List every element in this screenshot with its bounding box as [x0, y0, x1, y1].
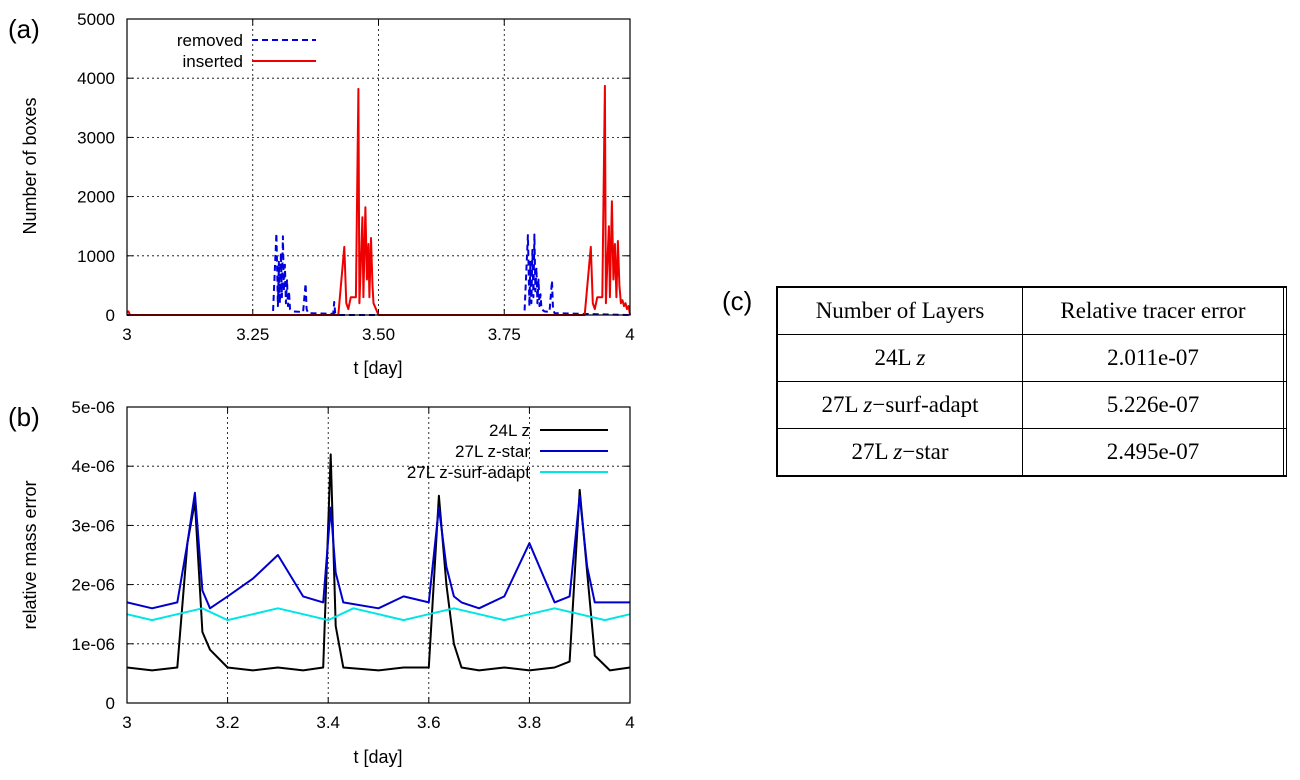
y-tick-label: 2e-06 — [72, 576, 115, 595]
x-tick-label: 3.4 — [316, 713, 340, 732]
series-line-1 — [126, 453, 631, 672]
table-edge — [1283, 334, 1287, 382]
x-tick-label: 3 — [122, 713, 131, 732]
table-edge — [1283, 428, 1287, 477]
plot-a: 3 3.25 3.50 3.75 4 0 1000 2000 3000 4000 5000 remov… — [77, 10, 635, 344]
table-cell-error: 2.011e-07 — [1022, 334, 1284, 382]
tracer-error-table: Number of Layers Relative tracer error 2… — [776, 286, 1287, 477]
table-cell-error: 2.495e-07 — [1022, 428, 1284, 477]
table-header-layers: Number of Layers — [776, 286, 1023, 335]
plot-frame — [126, 18, 631, 316]
x-tick-label: 3 — [122, 325, 131, 344]
y-tick-label: 0 — [106, 306, 115, 325]
y-tick-label: 4e-06 — [72, 457, 115, 476]
x-tick-label: 3.50 — [362, 325, 395, 344]
series-line-3 — [126, 607, 631, 622]
table-cell-layers: 27L z−star — [776, 428, 1023, 477]
y-tick-label: 1e-06 — [72, 635, 115, 654]
series-line-2 — [126, 491, 630, 610]
y-tick-label: 5000 — [77, 10, 115, 29]
series-line-1 — [127, 232, 631, 316]
table-header-row: Number of Layers Relative tracer error — [776, 286, 1287, 335]
x-tick-label: 4 — [625, 713, 634, 732]
plot-b-xlabel: t [day] — [353, 747, 402, 767]
plot-b: 3 3.2 3.4 3.6 3.8 4 0 1e-06 2e-06 3e-06 4e-06 5e-06… — [72, 398, 635, 732]
table-header-error: Relative tracer error — [1022, 286, 1284, 335]
y-tick-label: 5e-06 — [72, 398, 115, 417]
plot-frame — [126, 406, 631, 704]
legend-label: 24L z — [489, 421, 530, 440]
x-tick-label: 3.75 — [488, 325, 521, 344]
panel-label-b: (b) — [8, 402, 40, 432]
y-tick-label: 3000 — [77, 128, 115, 147]
x-tick-label: 3.8 — [518, 713, 542, 732]
y-tick-label: 0 — [106, 694, 115, 713]
table-row: 27L z−star 2.495e-07 — [776, 428, 1287, 477]
y-tick-label: 1000 — [77, 247, 115, 266]
x-tick-label: 3.2 — [216, 713, 240, 732]
y-tick-label: 4000 — [77, 69, 115, 88]
plot-a-xlabel: t [day] — [353, 358, 402, 378]
panel-label-a: (a) — [8, 14, 40, 44]
table-edge — [1283, 286, 1287, 335]
table-row: 27L z−surf-adapt 5.226e-07 — [776, 381, 1287, 429]
legend-label: 27L z-star — [455, 442, 530, 461]
plot-b-ylabel: relative mass error — [20, 480, 40, 629]
legend-label: 27L z-surf-adapt — [407, 463, 530, 482]
y-tick-label: 2000 — [77, 188, 115, 207]
x-tick-label: 3.6 — [417, 713, 441, 732]
x-tick-label: 4 — [625, 325, 634, 344]
table-cell-error: 5.226e-07 — [1022, 381, 1284, 429]
panel-label-c: (c) — [722, 286, 752, 316]
table-cell-layers: 27L z−surf-adapt — [776, 381, 1023, 429]
legend-label: inserted — [183, 52, 243, 71]
table-edge — [1283, 381, 1287, 429]
table-row: 24L z 2.011e-07 — [776, 334, 1287, 382]
y-tick-label: 3e-06 — [72, 516, 115, 535]
plot-a-ylabel: Number of boxes — [20, 97, 40, 234]
legend-label: removed — [177, 31, 243, 50]
table-cell-layers: 24L z — [776, 334, 1023, 382]
x-tick-label: 3.25 — [236, 325, 269, 344]
